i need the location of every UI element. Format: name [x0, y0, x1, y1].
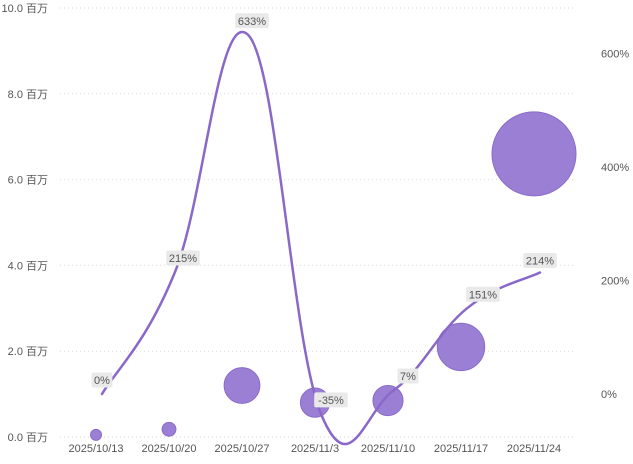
bubble-point — [223, 367, 261, 404]
x-tick-label: 2025/11/3 — [291, 443, 339, 455]
data-label: 215% — [169, 253, 197, 265]
right-tick-label: 600% — [601, 49, 629, 61]
right-tick-label: 200% — [601, 276, 629, 288]
x-tick-label: 2025/11/10 — [361, 443, 415, 455]
x-tick-label: 2025/10/13 — [68, 443, 123, 455]
data-label-box — [166, 250, 200, 266]
percent-line-series — [100, 30, 542, 446]
data-label: 214% — [526, 256, 554, 268]
left-tick-label: 10.0 百万 — [2, 3, 48, 15]
bubble-point — [491, 111, 577, 197]
right-tick-label: 0% — [601, 389, 617, 401]
right-y-axis: 0% 200% 400% 600% — [601, 49, 629, 402]
data-label-box — [235, 13, 269, 29]
data-label: -35% — [318, 395, 344, 407]
data-label: 7% — [400, 371, 416, 383]
x-tick-label: 2025/10/27 — [214, 443, 269, 455]
bubble-point — [90, 428, 102, 441]
x-tick-label: 2025/11/17 — [434, 443, 488, 455]
bubble-series — [90, 111, 577, 441]
left-y-axis: 0.0 百万 2.0 百万 4.0 百万 6.0 百万 8.0 百万 10.0 百万 — [2, 3, 48, 444]
left-tick-label: 0.0 百万 — [8, 432, 48, 444]
x-tick-label: 2025/11/24 — [507, 443, 561, 455]
left-tick-label: 2.0 百万 — [8, 346, 48, 358]
left-tick-label: 4.0 百万 — [8, 260, 48, 272]
percent-data-labels: 0% 215% 633% -35% 7% 151% 214% — [91, 13, 557, 408]
data-label-box — [523, 253, 557, 269]
bubble-point — [161, 421, 177, 437]
bubble-point — [436, 322, 486, 372]
x-tick-label: 2025/10/20 — [141, 443, 196, 455]
data-label-box — [91, 372, 113, 388]
right-tick-label: 400% — [601, 162, 629, 174]
gridlines — [60, 7, 575, 438]
left-tick-label: 8.0 百万 — [8, 89, 48, 101]
data-label-box — [397, 368, 419, 384]
x-axis: 2025/10/13 2025/10/20 2025/10/27 2025/11/3 2… — [68, 443, 561, 455]
data-label-box — [314, 392, 348, 408]
data-label-box — [466, 286, 500, 302]
percent-line — [100, 30, 542, 446]
bubble-point — [372, 384, 404, 417]
data-label: 633% — [238, 16, 266, 28]
data-label: 151% — [469, 289, 497, 301]
left-tick-label: 6.0 百万 — [8, 175, 48, 187]
data-label: 0% — [94, 375, 110, 387]
